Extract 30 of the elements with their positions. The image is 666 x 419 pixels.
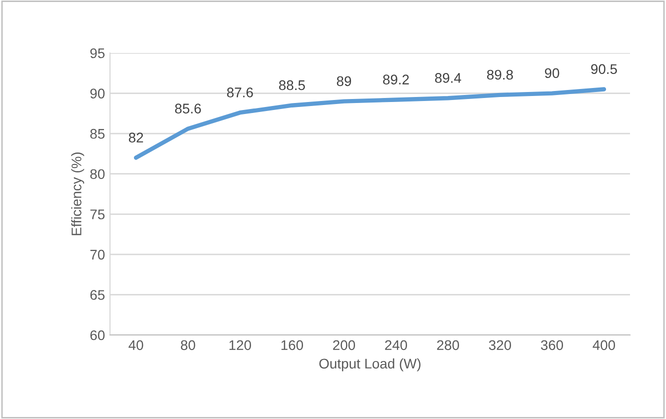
x-tick-label: 280 [437, 340, 460, 350]
x-tick-label: 200 [333, 340, 356, 350]
y-tick-label: 95 [90, 48, 105, 58]
data-label: 90.5 [591, 64, 617, 74]
data-label: 85.6 [175, 104, 201, 114]
data-label: 88.5 [279, 80, 305, 90]
data-label: 89.4 [435, 73, 462, 83]
data-label: 89 [336, 76, 352, 86]
data-label: 89.2 [383, 74, 409, 84]
x-tick-label: 400 [592, 340, 616, 350]
y-tick-label: 60 [90, 330, 105, 340]
x-tick-label: 40 [128, 340, 144, 350]
x-tick-label: 240 [385, 340, 408, 350]
x-axis-title: Output Load (W) [319, 358, 420, 372]
y-tick-label: 65 [90, 290, 105, 300]
data-label: 87.6 [227, 88, 253, 98]
x-tick-label: 360 [540, 340, 564, 350]
x-tick-label: 320 [488, 340, 512, 350]
data-label: 82 [128, 132, 144, 142]
y-axis-title: Efficiency (%) [71, 152, 84, 236]
x-tick-label: 120 [229, 340, 252, 350]
y-tick-label: 80 [90, 169, 105, 180]
y-tick-label: 85 [90, 128, 105, 139]
x-tick-label: 160 [281, 340, 304, 350]
data-label: 89.8 [487, 70, 513, 80]
y-tick-label: 90 [90, 88, 105, 98]
y-tick-label: 75 [90, 210, 105, 220]
data-label: 90 [544, 68, 560, 78]
x-tick-label: 80 [180, 340, 196, 350]
y-tick-label: 70 [90, 250, 105, 260]
